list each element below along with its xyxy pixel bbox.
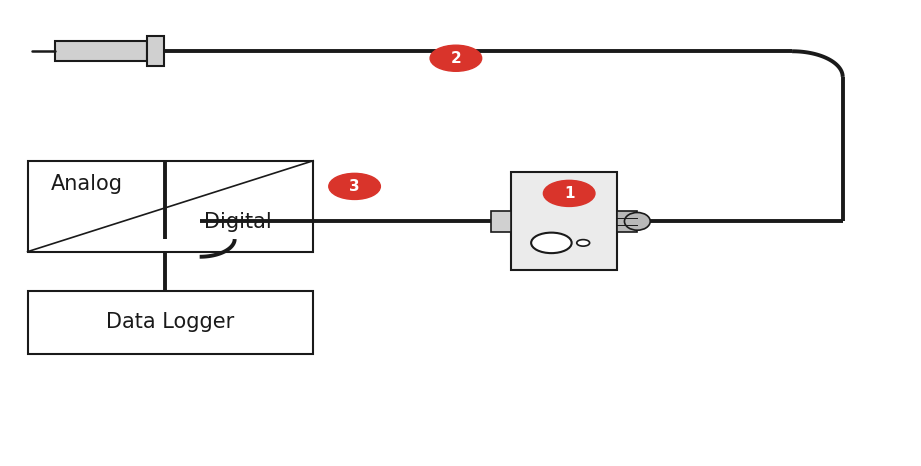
Bar — [491, 211, 511, 232]
Ellipse shape — [624, 212, 650, 230]
Text: Analog: Analog — [51, 174, 122, 193]
Bar — [617, 211, 637, 232]
Bar — [28, 161, 313, 252]
Bar — [511, 172, 617, 270]
Text: Data Logger: Data Logger — [106, 313, 235, 332]
Text: 1: 1 — [564, 186, 575, 201]
Bar — [28, 291, 313, 354]
Circle shape — [430, 45, 482, 71]
Bar — [147, 36, 164, 66]
Circle shape — [543, 180, 595, 206]
Circle shape — [329, 173, 380, 199]
Bar — [55, 41, 147, 61]
Circle shape — [577, 240, 589, 246]
Text: 2: 2 — [450, 51, 461, 66]
Text: 3: 3 — [349, 179, 360, 194]
Circle shape — [531, 233, 572, 253]
Text: Digital: Digital — [204, 212, 272, 232]
